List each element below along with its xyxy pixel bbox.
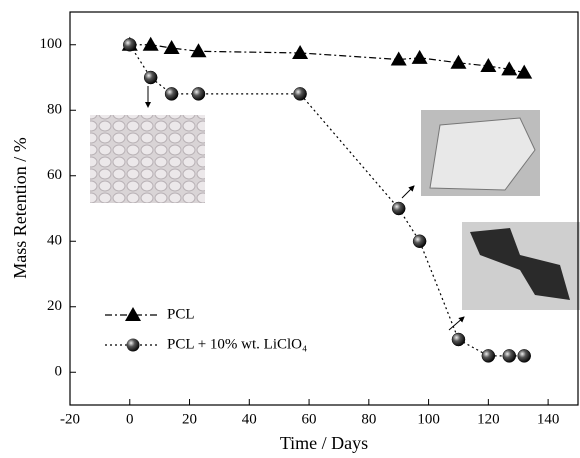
x-tick-label: 60 xyxy=(302,411,317,427)
data-point xyxy=(501,61,518,76)
y-tick-label: 80 xyxy=(47,102,62,118)
x-tick-label: 120 xyxy=(477,411,500,427)
x-tick-label: 140 xyxy=(537,411,560,427)
data-point xyxy=(450,54,467,69)
data-point xyxy=(517,349,531,363)
inset-shape xyxy=(470,228,570,300)
data-point xyxy=(412,234,427,248)
inset-shape xyxy=(429,117,536,191)
data-point xyxy=(123,38,137,52)
arrow xyxy=(448,316,465,331)
x-tick-label: 80 xyxy=(361,411,376,427)
legend-label: PCL xyxy=(167,306,195,322)
x-tick-label: 0 xyxy=(126,411,134,427)
x-tick-label: 20 xyxy=(182,411,197,427)
data-point xyxy=(451,332,466,347)
legend-marker xyxy=(125,307,141,321)
x-tick-label: 40 xyxy=(242,411,257,427)
inset-image xyxy=(90,115,205,203)
x-tick-label: -20 xyxy=(60,411,80,427)
data-point xyxy=(191,87,206,101)
y-tick-label: 40 xyxy=(47,233,62,249)
arrow xyxy=(401,185,415,199)
data-point xyxy=(293,87,307,101)
data-point xyxy=(480,58,497,73)
legend-marker xyxy=(126,338,140,352)
x-axis-label: Time / Days xyxy=(280,433,368,453)
data-point xyxy=(163,40,180,55)
plot-frame xyxy=(69,11,579,406)
data-point xyxy=(143,70,158,85)
data-point xyxy=(190,43,207,58)
data-point xyxy=(411,49,428,64)
data-point xyxy=(481,349,496,363)
x-tick-label: 100 xyxy=(417,411,440,427)
data-point xyxy=(391,201,406,216)
data-point xyxy=(516,64,533,79)
y-axis-label: Mass Retention / % xyxy=(10,137,30,279)
data-point xyxy=(292,44,309,59)
data-point xyxy=(502,349,517,363)
y-tick-label: 20 xyxy=(47,298,62,314)
y-tick-label: 100 xyxy=(40,36,63,52)
data-point xyxy=(142,36,159,51)
y-tick-label: 60 xyxy=(47,167,62,183)
legend-label: PCL + 10% wt. LiClO₄ xyxy=(167,336,307,352)
y-tick-label: 0 xyxy=(55,364,63,380)
series-line xyxy=(129,44,525,74)
data-point xyxy=(164,87,179,101)
data-point xyxy=(390,51,407,66)
